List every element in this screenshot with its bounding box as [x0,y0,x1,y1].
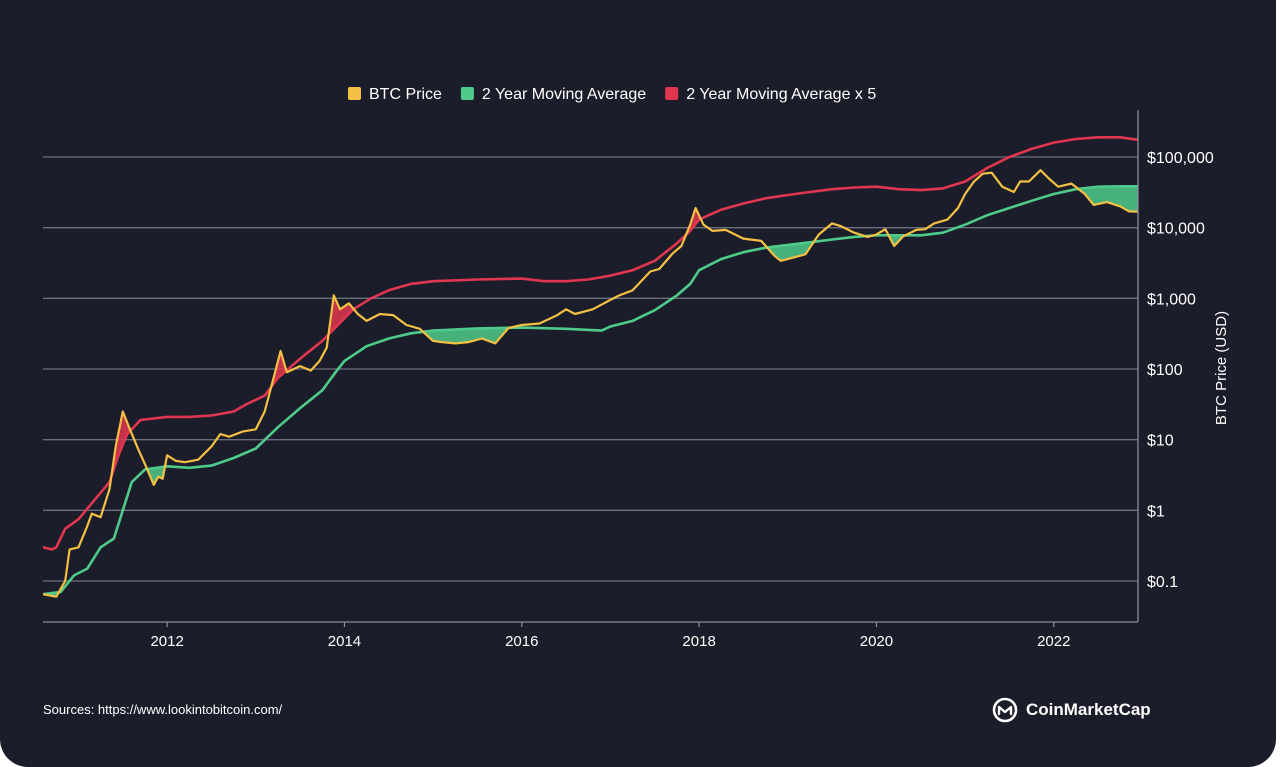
y-axis-title: BTC Price (USD) [1213,311,1230,425]
grid-lines [43,156,1138,582]
coinmarketcap-logo-icon [992,697,1018,723]
legend: BTC Price 2 Year Moving Average 2 Year Mov… [348,86,876,103]
x-tick-2018: 2018 [682,633,715,650]
brand-logo: CoinMarketCap [992,697,1151,723]
series-line-2-year-moving-average-x-5 [43,136,1138,551]
x-tick-2016: 2016 [505,633,538,650]
y-tick-1-000: $1,000 [1147,291,1196,308]
y-tick-1: $1 [1147,503,1165,520]
y-tick-0-1: $0.1 [1147,574,1178,591]
y-tick-labels: $0.1 $1 $10 $100 $1,000 $10,000 $100,000 [1147,150,1214,591]
legend-swatch-btc-price [348,87,361,100]
legend-label-2-year-moving-average: 2 Year Moving Average [482,86,646,103]
x-tick-labels: 2012 2014 2016 2018 2020 2022 [150,633,1070,650]
x-tick-2022: 2022 [1037,633,1070,650]
y-tick-100: $100 [1147,362,1183,379]
y-tick-10: $10 [1147,433,1174,450]
brand-name: CoinMarketCap [1026,700,1151,719]
fill-areas [44,186,1138,597]
x-tick-2020: 2020 [860,633,893,650]
x-tick-2014: 2014 [328,633,361,650]
series-line-btc-price [43,169,1138,598]
y-tick-10-000: $10,000 [1147,221,1205,238]
x-tick-2012: 2012 [150,633,183,650]
axes [43,110,1139,627]
series-lines [43,136,1138,598]
series-line-2-year-moving-average [43,185,1138,596]
legend-label-btc-price: BTC Price [369,86,442,103]
below-ma-fill-10 [1078,186,1138,212]
legend-label-2-year-moving-average-x-5: 2 Year Moving Average x 5 [686,86,876,103]
legend-swatch-2-year-moving-average-x-5 [665,87,679,100]
y-tick-100-000: $100,000 [1147,150,1214,167]
source-text: Sources: https://www.lookintobitcoin.com… [43,702,283,717]
legend-swatch-2-year-moving-average [460,87,474,100]
